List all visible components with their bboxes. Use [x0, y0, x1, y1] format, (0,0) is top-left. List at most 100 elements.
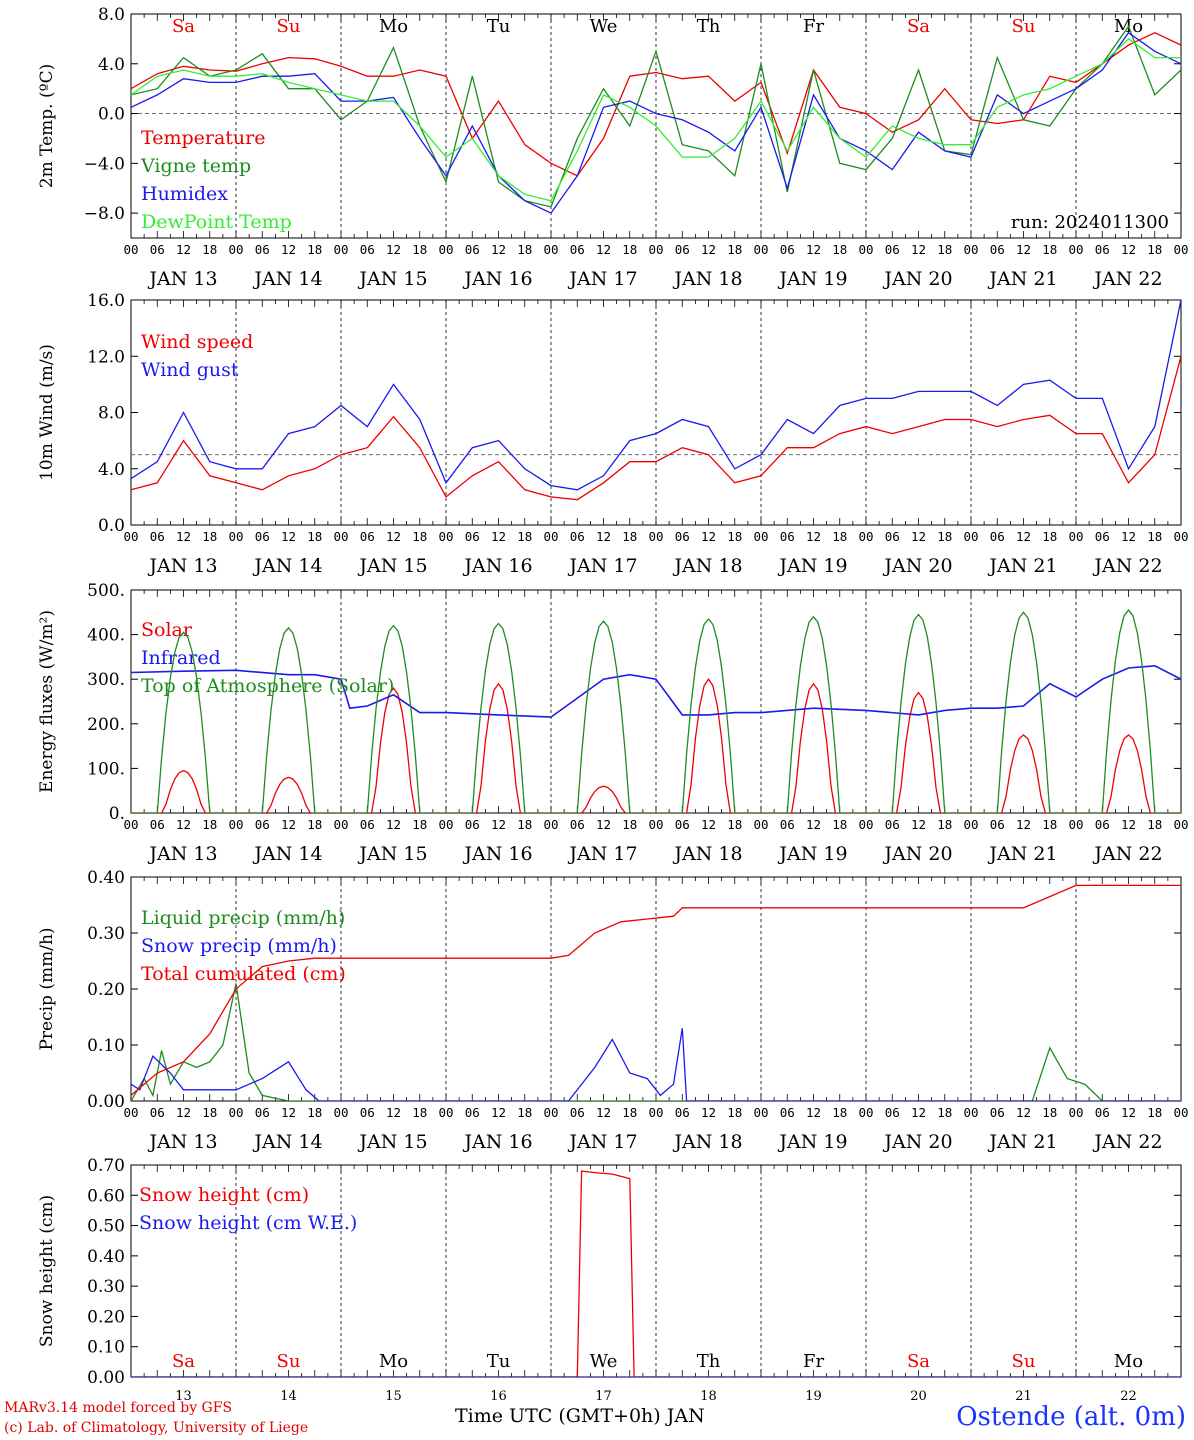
- hour-tick-label: 12: [1016, 817, 1031, 832]
- hour-tick-label: 18: [727, 817, 742, 832]
- y-tick-label: 0.20: [87, 1307, 125, 1327]
- hour-tick-label: 12: [281, 1105, 296, 1120]
- day-number-label: 16: [490, 1389, 507, 1404]
- panel-1: 8.0 4.0 0.0 −4.0 −8.0 2m Temp. (ºC) Sa Su Mo Tu We…: [37, 5, 1189, 290]
- hour-tick-label: 06: [675, 1105, 690, 1120]
- day-name-label: Sa: [172, 16, 195, 37]
- hour-tick-label: 18: [412, 242, 427, 257]
- day-name-label: Th: [697, 16, 721, 37]
- hour-tick-label: 12: [1121, 1105, 1136, 1120]
- y-tick-label: 0.60: [87, 1186, 125, 1206]
- y-tick-label: 0.: [109, 804, 125, 824]
- credit-model: MARv3.14 model forced by GFS: [4, 1400, 233, 1416]
- y-tick-label: 100.: [87, 759, 125, 779]
- x-axis-title: Time UTC (GMT+0h) JAN: [455, 1405, 705, 1427]
- hour-tick-label: 18: [202, 1105, 217, 1120]
- hour-tick-label: 06: [990, 242, 1005, 257]
- y-tick-label: 16.0: [87, 291, 125, 311]
- hour-tick-label: 18: [937, 242, 952, 257]
- hour-tick-label: 06: [990, 1105, 1005, 1120]
- series-line-wind-gust: [131, 300, 1181, 491]
- hour-tick-label: 18: [1147, 817, 1162, 832]
- hour-tick-label: 00: [1173, 242, 1188, 257]
- hour-tick-label: 06: [570, 817, 585, 832]
- hour-tick-label: 12: [491, 817, 506, 832]
- hour-tick-label: 06: [465, 242, 480, 257]
- hour-tick-label: 00: [858, 817, 873, 832]
- hour-tick-label: 12: [911, 1105, 926, 1120]
- series-line-humidex: [131, 31, 1181, 214]
- y-tick-label: 0.10: [87, 1036, 125, 1056]
- day-name-label: Tu: [487, 1351, 511, 1372]
- hour-tick-label: 00: [858, 1105, 873, 1120]
- day-name-label: Sa: [907, 16, 930, 37]
- series-line-liquid-precip-mm-h: [131, 983, 1181, 1101]
- y-tick-label: 8.0: [98, 404, 125, 424]
- panel-4: 0.40 0.30 0.20 0.10 0.00 Precip (mm/h) 00 06 12 1…: [37, 868, 1189, 1153]
- hour-tick-label: 18: [727, 1105, 742, 1120]
- hour-tick-label: 12: [911, 242, 926, 257]
- hour-tick-label: 18: [412, 817, 427, 832]
- run-label: run: 2024011300: [1011, 212, 1169, 233]
- hour-tick-label: 06: [885, 529, 900, 544]
- hour-tick-label: 06: [255, 1105, 270, 1120]
- hour-tick-label: 18: [307, 529, 322, 544]
- hour-tick-label: 12: [701, 242, 716, 257]
- hour-tick-label: 18: [727, 242, 742, 257]
- day-number-label: 13: [175, 1389, 192, 1404]
- date-label: JAN 14: [252, 843, 322, 865]
- hour-tick-label: 18: [1147, 1105, 1162, 1120]
- hour-tick-label: 12: [386, 242, 401, 257]
- hour-tick-label: 18: [202, 529, 217, 544]
- hour-tick-label: 12: [806, 1105, 821, 1120]
- hour-tick-label: 06: [1095, 817, 1110, 832]
- legend-wind-speed: Wind speed: [141, 331, 253, 353]
- day-number-label: 18: [700, 1389, 717, 1404]
- hour-tick-label: 00: [963, 242, 978, 257]
- hour-tick-label: 00: [1068, 242, 1083, 257]
- hour-tick-label: 06: [675, 817, 690, 832]
- date-label: JAN 13: [147, 843, 217, 865]
- hour-tick-label: 06: [885, 1105, 900, 1120]
- hour-tick-label: 00: [1173, 1105, 1188, 1120]
- hour-tick-label: 12: [176, 242, 191, 257]
- hour-tick-label: 12: [596, 1105, 611, 1120]
- day-name-label: Su: [277, 1351, 301, 1372]
- hour-tick-label: 00: [963, 817, 978, 832]
- y-tick-label: 0.20: [87, 980, 125, 1000]
- day-name-label: Sa: [172, 1351, 195, 1372]
- date-label: JAN 20: [882, 843, 952, 865]
- hour-tick-label: 06: [780, 242, 795, 257]
- date-label: JAN 21: [987, 1131, 1057, 1153]
- hour-tick-label: 00: [438, 817, 453, 832]
- hour-tick-label: 00: [543, 1105, 558, 1120]
- date-label: JAN 16: [462, 555, 532, 577]
- hour-tick-label: 00: [963, 1105, 978, 1120]
- hour-tick-label: 18: [1042, 529, 1057, 544]
- hour-tick-label: 00: [123, 529, 138, 544]
- hour-tick-label: 18: [937, 529, 952, 544]
- date-label: JAN 19: [777, 1131, 847, 1153]
- plot-frame: [130, 299, 1182, 526]
- hour-tick-label: 00: [438, 529, 453, 544]
- hour-tick-label: 18: [622, 1105, 637, 1120]
- hour-tick-label: 12: [386, 529, 401, 544]
- hour-tick-label: 00: [753, 242, 768, 257]
- hour-tick-label: 12: [176, 529, 191, 544]
- day-number-label: 20: [910, 1389, 927, 1404]
- date-label: JAN 18: [672, 268, 742, 290]
- hour-tick-label: 18: [1147, 242, 1162, 257]
- date-label: JAN 16: [462, 843, 532, 865]
- day-name-label: Th: [697, 1351, 721, 1372]
- day-name-label: Su: [277, 16, 301, 37]
- date-label: JAN 17: [567, 268, 637, 290]
- hour-tick-label: 06: [360, 817, 375, 832]
- hour-tick-label: 18: [307, 1105, 322, 1120]
- hour-tick-label: 12: [491, 242, 506, 257]
- hour-tick-label: 00: [543, 529, 558, 544]
- hour-tick-label: 18: [937, 1105, 952, 1120]
- hour-tick-label: 18: [412, 529, 427, 544]
- y-tick-label: 0.50: [87, 1217, 125, 1237]
- y-tick-label: 0.00: [87, 1092, 125, 1112]
- date-label: JAN 20: [882, 1131, 952, 1153]
